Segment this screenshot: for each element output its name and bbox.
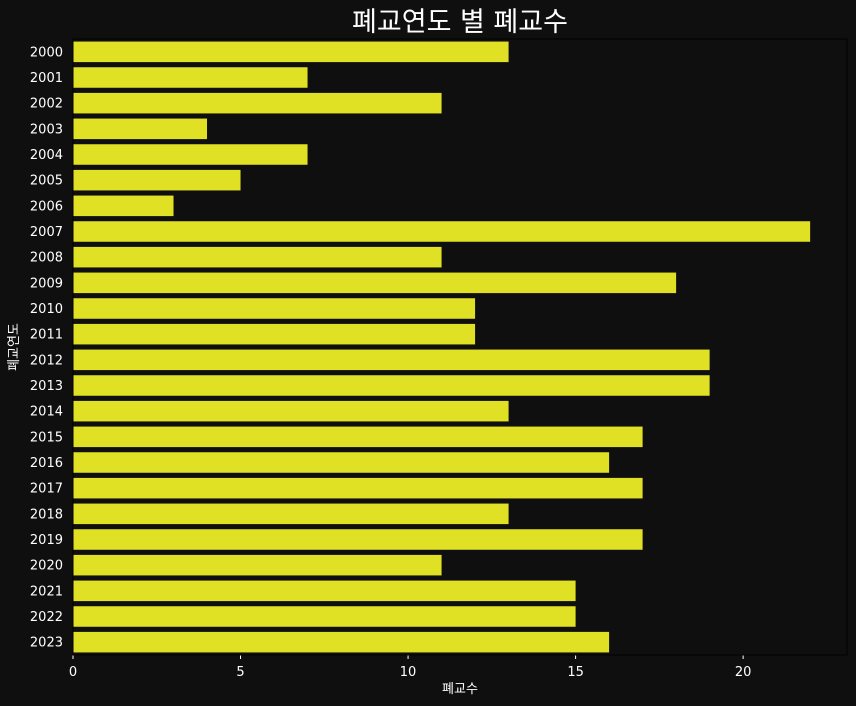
bar-2021: [73, 580, 576, 602]
bar-2019: [73, 529, 643, 550]
x-axis-ticks: 0 5 10 15 20: [69, 655, 752, 680]
bar-2000: [73, 41, 509, 63]
bar-2023: [73, 631, 610, 653]
bar-2004: [73, 144, 308, 165]
bar-2014: [73, 400, 509, 422]
x-tick-label: 0: [69, 665, 77, 680]
bar-2017: [73, 477, 643, 499]
y-tick-label: 2009: [30, 276, 63, 291]
bar-2011: [73, 323, 476, 345]
bar-2020: [73, 554, 442, 576]
y-tick-label: 2023: [30, 636, 63, 651]
y-tick-label: 2019: [30, 533, 63, 548]
bar-2009: [73, 272, 677, 294]
y-tick-label: 2015: [30, 430, 63, 445]
bar-2003: [73, 118, 208, 140]
y-tick-label: 2021: [30, 584, 63, 599]
y-tick-label: 2010: [30, 302, 63, 317]
y-tick-label: 2022: [30, 610, 63, 625]
bars-group: [73, 41, 811, 653]
y-tick-label: 2007: [30, 225, 63, 240]
y-tick-label: 2006: [30, 199, 63, 214]
x-axis-label: 폐교수: [442, 682, 478, 697]
y-tick-label: 2016: [30, 456, 63, 471]
y-tick-label: 2012: [30, 353, 63, 368]
y-tick-label: 2004: [30, 148, 63, 163]
x-tick-label: 5: [236, 665, 244, 680]
y-tick-label: 2003: [30, 122, 63, 137]
bar-2007: [73, 221, 811, 242]
bar-2015: [73, 426, 643, 448]
y-tick-label: 2008: [30, 251, 63, 266]
x-tick-label: 10: [400, 665, 417, 680]
bar-2018: [73, 503, 509, 525]
bar-2002: [73, 92, 442, 114]
y-tick-label: 2013: [30, 379, 63, 394]
y-tick-label: 2011: [30, 328, 63, 343]
y-tick-label: 2014: [30, 405, 63, 420]
y-tick-label: 2017: [30, 482, 63, 497]
bar-2022: [73, 606, 576, 627]
bar-2006: [73, 195, 174, 217]
bar-2001: [73, 67, 308, 88]
y-tick-label: 2005: [30, 174, 63, 189]
chart-title: 폐교연도 별 폐교수: [352, 7, 568, 38]
y-tick-label: 2020: [30, 559, 63, 574]
y-tick-label: 2018: [30, 507, 63, 522]
bar-2016: [73, 452, 610, 473]
y-tick-labels: 2000 2001 2002 2003 2004 2005 2006 2007 2008 2009…: [30, 45, 63, 650]
y-tick-label: 2002: [30, 97, 63, 112]
plot-frame: [72, 38, 848, 656]
x-tick-label: 20: [735, 665, 752, 680]
bar-2010: [73, 298, 476, 319]
bar-2012: [73, 349, 710, 371]
y-axis-label: 폐교연도: [7, 323, 22, 371]
bar-2008: [73, 246, 442, 268]
y-tick-label: 2001: [30, 71, 63, 86]
bar-2013: [73, 375, 710, 396]
y-tick-label: 2000: [30, 45, 63, 60]
bar-2005: [73, 169, 241, 191]
x-tick-label: 15: [567, 665, 584, 680]
